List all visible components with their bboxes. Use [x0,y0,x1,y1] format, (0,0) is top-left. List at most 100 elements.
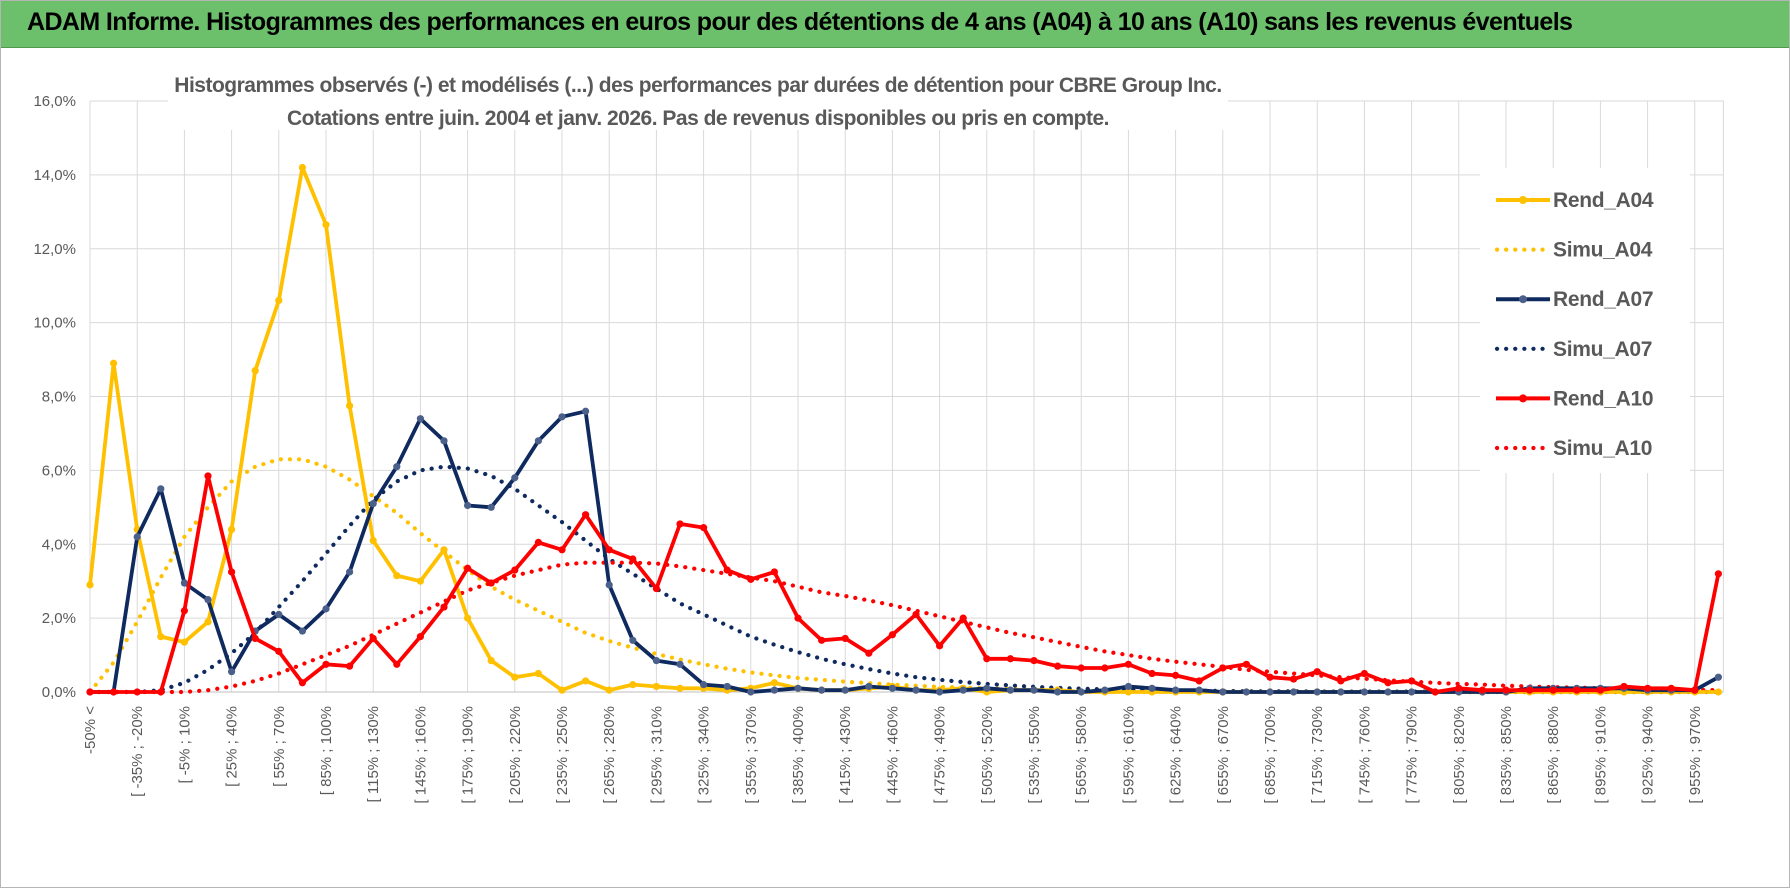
legend-item: Simu_A07 [1494,338,1652,361]
data-point [346,662,354,670]
x-tick-label: [ 55% ; 70% [271,706,288,787]
x-tick-label: [ 625% ; 640% [1168,706,1185,804]
data-point [1502,686,1510,694]
x-tick-label: [ 955% ; 970% [1687,706,1704,804]
data-point [180,638,188,646]
data-point [534,669,543,678]
x-tick-label: [ 685% ; 700% [1262,706,1279,804]
data-point [1195,686,1203,694]
data-point [275,647,283,655]
legend-label: Simu_A07 [1553,338,1652,361]
data-point [157,688,165,696]
data-point [558,686,566,694]
x-tick-label: [ 445% ; 460% [884,706,901,804]
x-tick-label: [ 295% ; 310% [648,706,665,804]
data-point [1337,677,1345,685]
data-point [1124,660,1132,668]
data-point [818,636,826,644]
data-point [511,474,519,482]
data-point [1290,688,1298,696]
data-point [1549,686,1557,694]
y-tick-label: 8,0% [42,389,76,406]
data-point [346,568,354,576]
x-tick-label: [ 265% ; 280% [601,706,618,804]
data-point [322,221,330,229]
data-point [298,679,306,687]
data-point [1360,669,1368,678]
data-point [936,688,944,696]
x-tick-label: [ 595% ; 610% [1120,706,1137,804]
data-point [912,610,920,619]
x-tick-label: [ 355% ; 370% [743,706,760,804]
data-point [700,681,708,689]
data-point [629,636,637,644]
data-point [794,614,802,622]
data-point [1620,682,1628,691]
series-line [90,473,1721,694]
data-point [558,546,566,554]
data-point [204,618,212,626]
series-rend-a04 [86,163,1722,696]
data-point [770,686,779,694]
data-point [251,634,259,643]
y-tick-label: 12,0% [33,241,76,258]
data-point [723,566,731,574]
data-point [1124,682,1132,691]
data-point [157,632,165,641]
data-point [1360,688,1368,696]
data-point [440,546,448,554]
chart-gridlines [89,100,1724,693]
data-point [86,581,94,589]
data-point [393,463,401,471]
data-point [888,631,897,639]
y-tick-label: 16,0% [33,93,76,110]
data-point [1195,677,1203,685]
data-point [1290,675,1298,683]
data-point [1219,664,1227,672]
x-tick-label: [ 505% ; 520% [979,706,996,804]
data-point [794,684,802,692]
data-point [959,686,967,694]
data-point [1006,686,1015,694]
data-point [652,584,661,593]
x-tick-label: [ 565% ; 580% [1073,706,1090,804]
data-point [676,684,684,692]
data-point [440,437,448,445]
data-point [534,437,543,445]
data-point [1242,688,1250,696]
data-point [983,684,991,692]
data-point [1384,688,1392,696]
x-tick-label: [ 385% ; 400% [790,706,807,804]
data-point [1124,688,1132,696]
series-line [90,409,1720,694]
data-point [1596,686,1604,694]
data-point [487,503,495,511]
data-point [464,564,472,572]
data-point [582,407,590,415]
data-point [1384,679,1392,687]
y-tick-label: 0,0% [42,684,76,701]
data-point [1714,688,1722,696]
y-tick-label: 4,0% [42,536,76,553]
data-point [204,596,212,604]
y-tick-label: 6,0% [42,462,76,479]
data-point [1408,688,1416,696]
data-point [416,632,424,641]
data-point [1714,673,1722,681]
x-tick-label: [ 475% ; 490% [932,706,949,804]
x-tick-label: [ 25% ; 40% [224,706,241,787]
data-point [582,511,590,519]
legend-marker [1519,394,1527,403]
series-line [87,457,1721,695]
y-axis: 0,0% 2,0% 4,0% 6,0% 8,0% 10,0% 12,0% 14,0% 16,0% [33,93,76,701]
data-point [1573,686,1581,694]
x-tick-label: [ 115% ; 130% [365,706,382,802]
x-tick-label: [ 325% ; 340% [696,706,713,804]
data-point [275,296,283,305]
data-point [1408,677,1416,685]
data-point [416,577,424,585]
x-tick-label: [ 205% ; 220% [507,706,524,804]
x-tick-label: [ 715% ; 730% [1309,706,1326,804]
data-point [1030,657,1038,665]
